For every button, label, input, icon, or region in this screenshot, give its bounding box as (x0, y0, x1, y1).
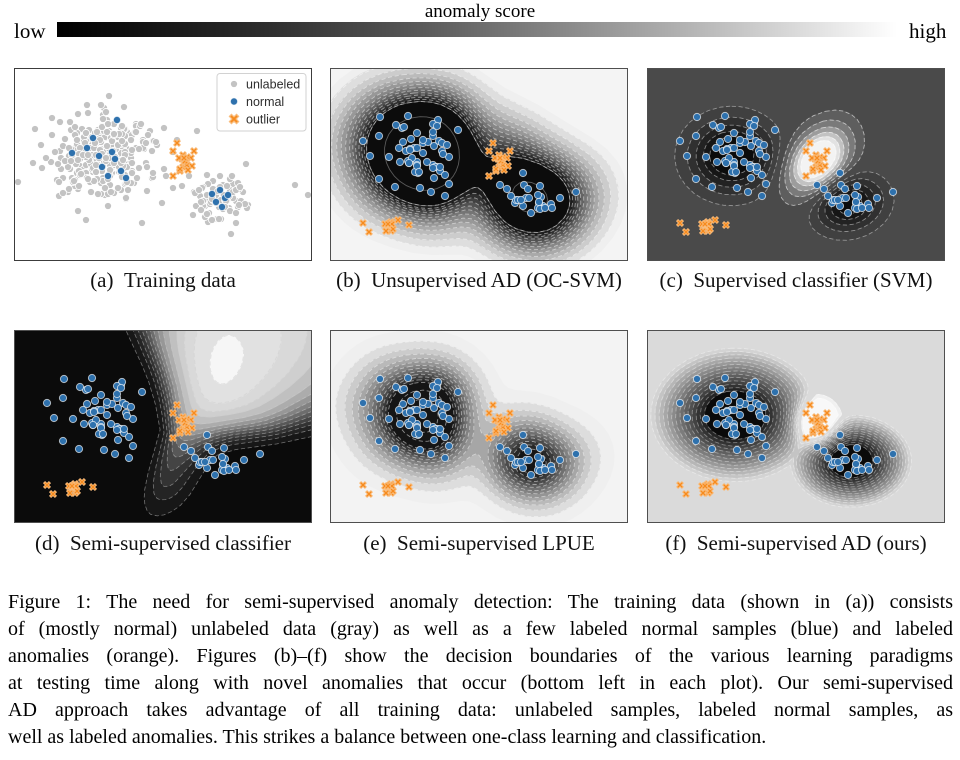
svg-text:normal: normal (246, 95, 284, 109)
svg-text:unlabeled: unlabeled (246, 77, 300, 91)
svg-text:outlier: outlier (246, 112, 280, 126)
